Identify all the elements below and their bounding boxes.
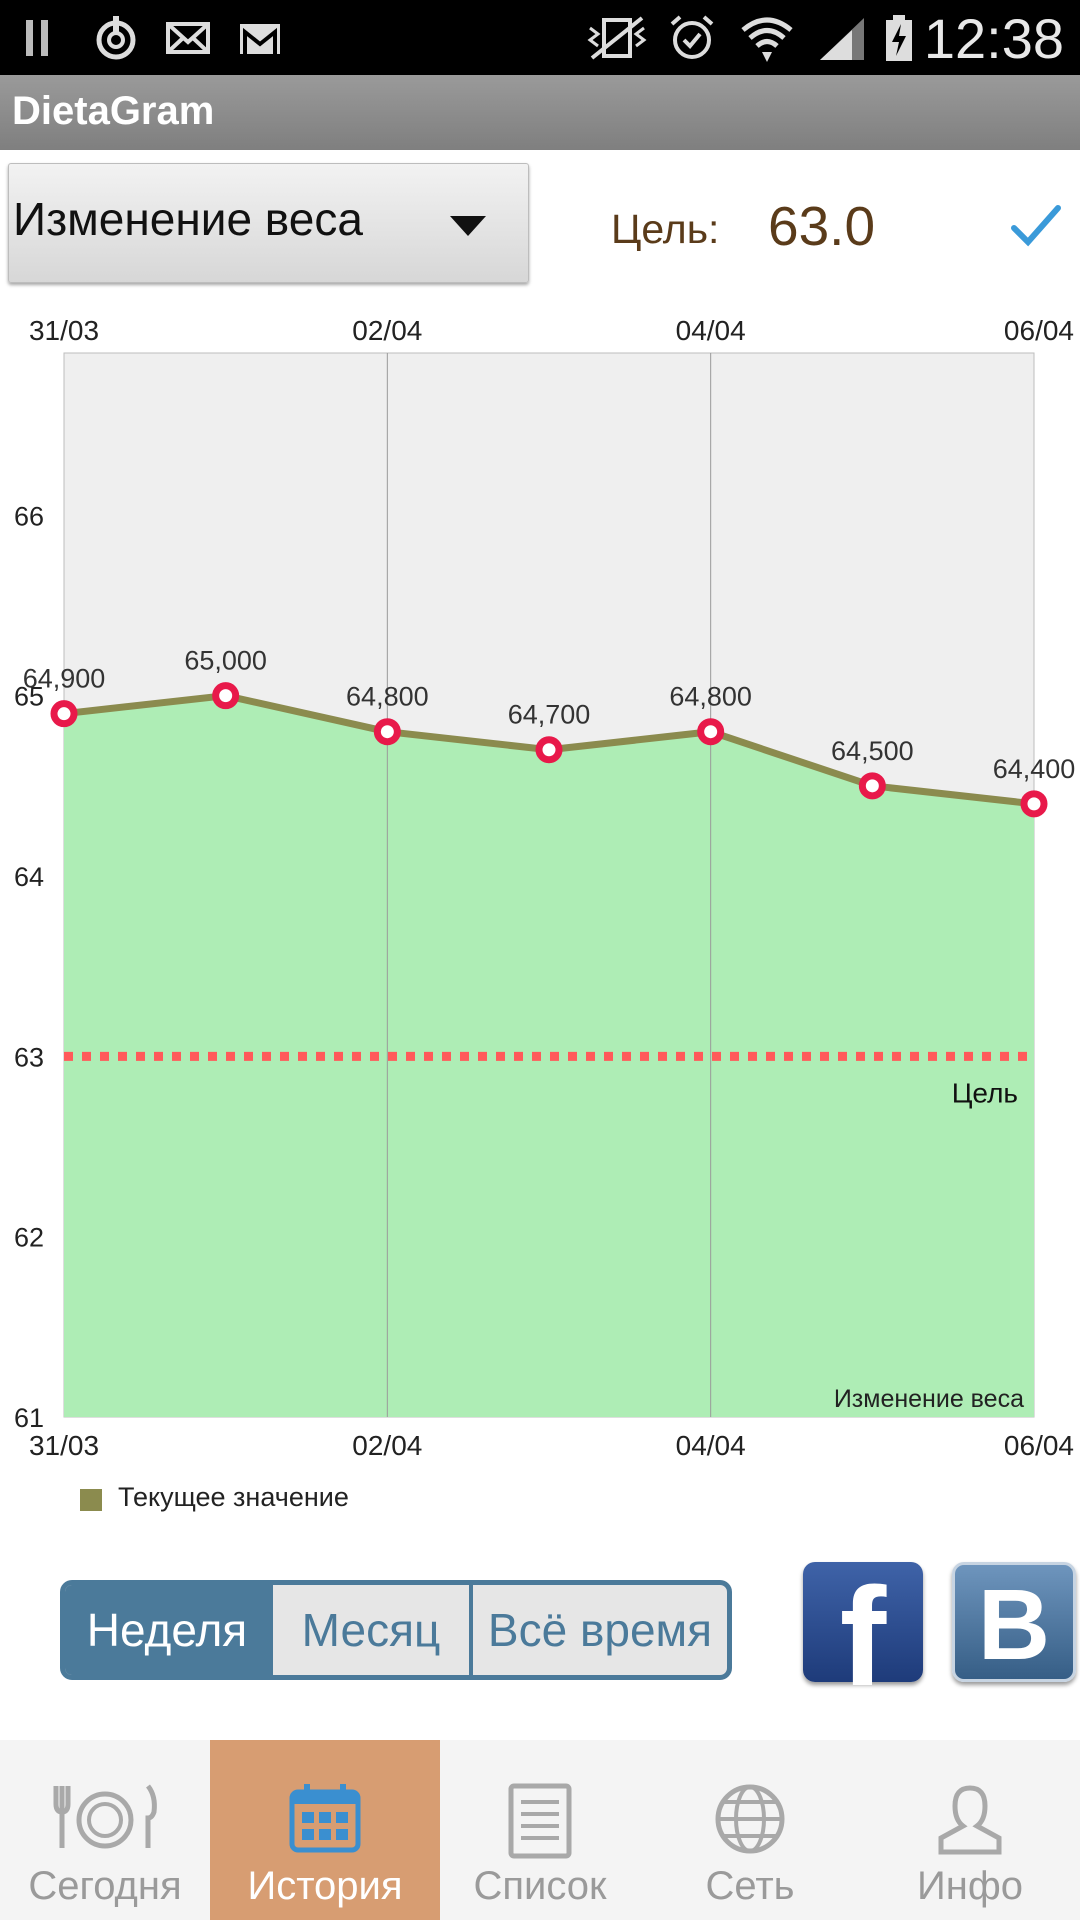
chart-title: Изменение веса <box>834 1385 1024 1413</box>
data-point <box>535 736 563 764</box>
status-time: 12:38 <box>923 7 1064 70</box>
data-point <box>50 700 78 728</box>
data-point <box>1020 790 1048 818</box>
pause-icon <box>26 20 48 56</box>
goal-label: Цель: <box>611 206 720 252</box>
status-bar: 12:38 <box>0 0 1080 75</box>
y-tick-label: 66 <box>14 501 44 531</box>
list-icon <box>508 1783 572 1859</box>
battery-charging-icon <box>886 15 912 61</box>
wifi-icon <box>741 17 793 62</box>
data-label: 64,900 <box>23 664 106 694</box>
app-title: DietaGram <box>12 89 215 133</box>
legend-swatch <box>80 1489 102 1511</box>
x-tick-label: 06/04 <box>1004 1430 1074 1461</box>
area-fill <box>64 695 1034 1417</box>
data-label: 64,500 <box>831 736 914 766</box>
nav-label: Сегодня <box>28 1864 182 1908</box>
nav-label: Список <box>473 1864 607 1908</box>
data-point <box>697 718 725 746</box>
confirm-check-icon[interactable] <box>1006 196 1066 256</box>
vibrate-icon <box>587 16 647 60</box>
data-label: 64,400 <box>993 754 1076 784</box>
nav-item-info[interactable]: Инфо <box>860 1740 1080 1920</box>
facebook-icon: f <box>839 1558 887 1715</box>
x-tick-label-top: 31/03 <box>29 315 99 346</box>
tab-week[interactable]: Неделя <box>65 1585 269 1675</box>
data-label: 64,700 <box>508 700 591 730</box>
tab-divider <box>269 1585 273 1675</box>
period-tabs: Неделя Месяц Всё время <box>60 1580 732 1680</box>
x-tick-label-top: 02/04 <box>352 315 422 346</box>
nav-item-network[interactable]: Сеть <box>640 1740 860 1920</box>
y-tick-label: 62 <box>14 1223 44 1253</box>
bottom-nav: Сегодня История Список Сеть Инфо <box>0 1740 1080 1920</box>
nav-label: Сеть <box>705 1864 795 1908</box>
user-icon <box>938 1785 1002 1855</box>
nav-item-list[interactable]: Список <box>440 1740 640 1920</box>
globe-icon <box>715 1784 785 1854</box>
action-bar: DietaGram <box>0 75 1080 150</box>
data-point <box>212 682 240 710</box>
tab-divider <box>469 1585 473 1675</box>
data-label: 64,800 <box>346 682 429 712</box>
data-label: 65,000 <box>184 646 267 676</box>
data-point <box>858 772 886 800</box>
alarm-icon <box>670 15 714 59</box>
goal-value[interactable]: 63.0 <box>768 195 876 257</box>
legend-label: Текущее значение <box>118 1482 349 1512</box>
mail-icon <box>166 22 210 54</box>
calendar-icon <box>289 1784 361 1853</box>
nav-item-history[interactable]: История <box>210 1740 440 1920</box>
weight-chart: Цель Изменение веса 64,900 65,000 64,800 64,7… <box>14 315 1076 1461</box>
chart-type-dropdown[interactable]: Изменение веса <box>8 163 529 283</box>
tab-month[interactable]: Месяц <box>301 1604 441 1656</box>
x-tick-label: 02/04 <box>352 1430 422 1461</box>
gmail-icon <box>240 24 280 54</box>
y-tick-label: 61 <box>14 1403 44 1433</box>
chart-type-label: Изменение веса <box>13 193 363 245</box>
data-label: 64,800 <box>669 682 752 712</box>
nav-label: Инфо <box>917 1864 1023 1908</box>
tab-all-time[interactable]: Всё время <box>487 1604 713 1656</box>
vk-share-button[interactable]: B <box>952 1562 1076 1682</box>
y-tick-label: 63 <box>14 1042 44 1072</box>
signal-icon <box>820 18 864 60</box>
x-tick-label: 31/03 <box>29 1430 99 1461</box>
nav-item-today[interactable]: Сегодня <box>0 1740 210 1920</box>
y-tick-label: 65 <box>14 682 44 712</box>
facebook-share-button[interactable]: f <box>803 1558 923 1715</box>
y-tick-label: 64 <box>14 862 44 892</box>
goal-line-label: Цель <box>952 1077 1018 1108</box>
plate-cutlery-icon <box>53 1784 157 1849</box>
nav-label: История <box>247 1864 403 1908</box>
vk-icon: B <box>977 1569 1051 1681</box>
chevron-down-icon <box>450 216 486 236</box>
x-tick-label-top: 04/04 <box>676 315 746 346</box>
x-tick-label-top: 06/04 <box>1004 315 1074 346</box>
power-icon <box>96 16 136 60</box>
data-point <box>373 718 401 746</box>
x-tick-label: 04/04 <box>676 1430 746 1461</box>
